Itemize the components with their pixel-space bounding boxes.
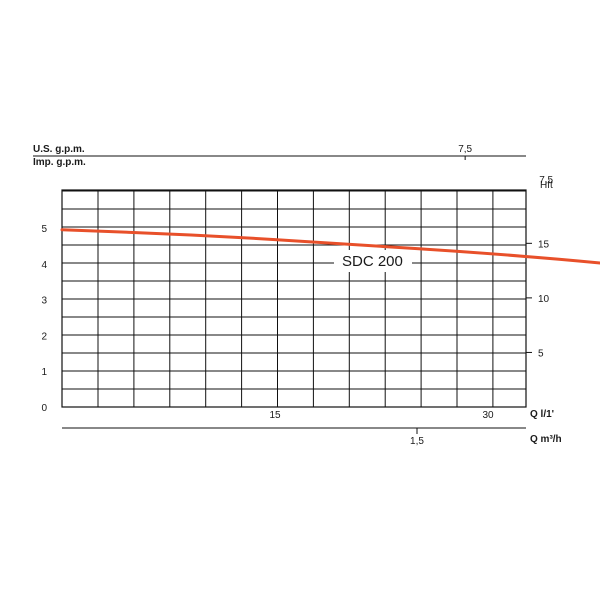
right-tick-label: 5 (538, 348, 544, 359)
bottom2-tick-label: 1,5 (410, 436, 424, 447)
top-imp-axis-label: Imp. g.p.m. (33, 157, 86, 168)
y-tick-label: 3 (41, 296, 47, 307)
series-line (60, 228, 600, 265)
series-label-background (334, 250, 412, 272)
y-tick-label: 1 (41, 367, 47, 378)
right-tick-label: 15 (538, 239, 550, 250)
y-tick-label: 4 (41, 260, 47, 271)
x-tick-label: 15 (269, 410, 281, 421)
axes (33, 155, 527, 429)
y-tick-label: 0 (41, 403, 47, 414)
y-tick-label: 5 (41, 224, 47, 235)
plot-frame (61, 189, 527, 408)
y-tick-label: 2 (41, 331, 47, 342)
x-tick-label: 30 (482, 410, 494, 421)
top-us-axis-label: U.S. g.p.m. (33, 144, 85, 155)
right-axis-label: Hft (540, 180, 553, 191)
series-label: SDC 200 (342, 253, 403, 270)
bottom-axis-label: Q l/1' (530, 409, 554, 420)
grid (62, 190, 526, 407)
top-imp-tick-label: 7,5 (539, 175, 553, 186)
series (60, 228, 600, 265)
top-us-tick-label: 7,5 (458, 144, 472, 155)
tick-labels: 012345510151530456075901,534,57,51522,57… (41, 144, 553, 447)
bottom2-axis-label: Q m³/h (530, 434, 562, 445)
right-tick-label: 10 (538, 294, 550, 305)
